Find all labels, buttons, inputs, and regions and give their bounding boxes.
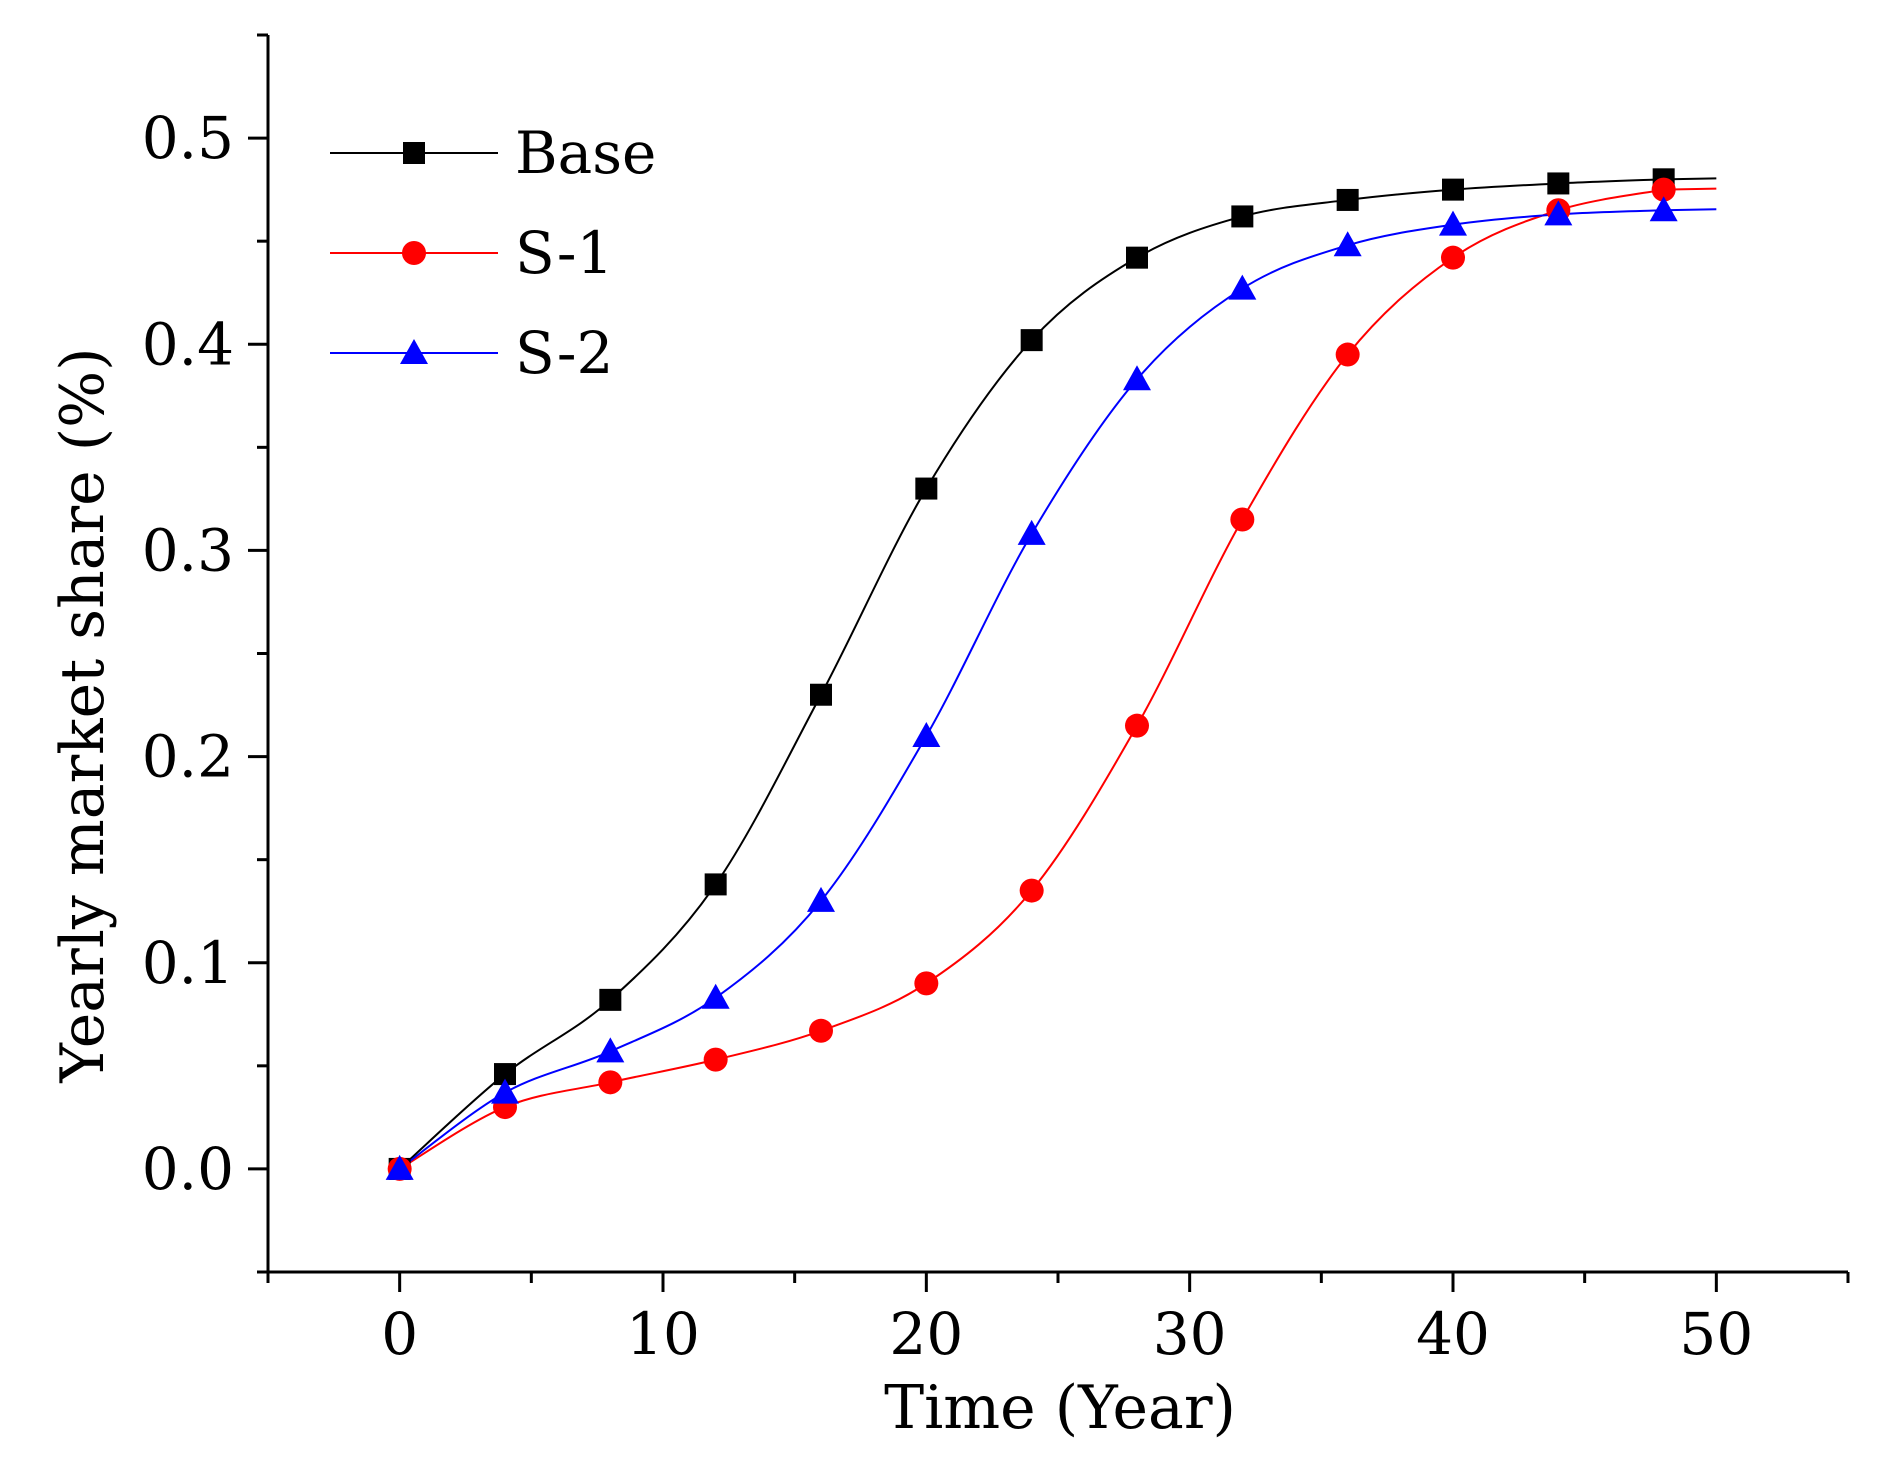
data-point-base bbox=[704, 873, 727, 896]
legend-label-s-2: S-2 bbox=[515, 319, 613, 387]
data-point-s-2 bbox=[701, 983, 730, 1009]
legend-marker bbox=[400, 339, 428, 364]
data-point-base bbox=[494, 1063, 516, 1086]
data-point-base bbox=[1442, 178, 1464, 201]
legend-marker bbox=[403, 142, 425, 164]
y-tick-label: 0.5 bbox=[142, 104, 234, 172]
data-point-s-2 bbox=[1439, 210, 1467, 236]
data-point-s-2 bbox=[385, 1154, 414, 1180]
series-markers bbox=[385, 168, 1678, 1181]
y-tick-label: 0.1 bbox=[142, 929, 234, 997]
data-point-s-2 bbox=[491, 1078, 519, 1104]
legend-label-base: Base bbox=[515, 119, 656, 187]
data-point-base bbox=[599, 988, 622, 1011]
data-point-s-2 bbox=[1333, 231, 1362, 257]
x-tick-label: 40 bbox=[1416, 1300, 1490, 1368]
data-point-s-1 bbox=[809, 1018, 833, 1043]
x-tick-label: 50 bbox=[1679, 1300, 1753, 1368]
x-tick-label: 20 bbox=[889, 1300, 963, 1368]
x-axis-title: Time (Year) bbox=[884, 1373, 1236, 1443]
data-point-s-1 bbox=[703, 1047, 728, 1072]
y-axis-title: Yearly market share (%) bbox=[48, 347, 118, 1083]
x-tick-label: 0 bbox=[381, 1300, 418, 1368]
data-point-s-1 bbox=[914, 971, 939, 996]
y-tick-label: 0.3 bbox=[142, 516, 234, 584]
data-point-s-2 bbox=[1123, 365, 1151, 391]
data-point-s-1 bbox=[1335, 342, 1360, 367]
legend-marker bbox=[402, 241, 426, 265]
data-point-s-2 bbox=[1228, 274, 1257, 300]
legend: Base S-1 S-2 bbox=[330, 119, 656, 387]
legend-label-s-1: S-1 bbox=[515, 219, 613, 287]
data-point-s-1 bbox=[1651, 177, 1676, 202]
data-point-base bbox=[1547, 172, 1570, 195]
data-point-s-1 bbox=[1230, 507, 1255, 532]
y-tick-label: 0.4 bbox=[142, 310, 234, 378]
data-point-s-2 bbox=[807, 886, 835, 912]
y-tick-label: 0.2 bbox=[142, 723, 234, 791]
data-point-s-2 bbox=[912, 721, 941, 747]
data-point-s-2 bbox=[596, 1037, 625, 1063]
data-point-base bbox=[1020, 329, 1043, 352]
data-point-s-2 bbox=[1649, 196, 1678, 222]
axes: 0 10 20 30 40 50 0.0 0.1 0.2 0.3 0.4 0.5 bbox=[142, 33, 1850, 1368]
data-point-s-2 bbox=[1017, 519, 1046, 545]
data-point-s-2 bbox=[1544, 200, 1573, 226]
data-point-base bbox=[1336, 188, 1359, 211]
data-point-base bbox=[1231, 205, 1254, 228]
data-point-s-1 bbox=[598, 1070, 623, 1095]
data-point-base bbox=[1126, 246, 1148, 269]
x-tick-label: 30 bbox=[1153, 1300, 1227, 1368]
data-point-s-1 bbox=[1125, 713, 1149, 738]
y-tick-label: 0.0 bbox=[142, 1135, 234, 1203]
data-point-base bbox=[915, 477, 938, 500]
data-point-s-1 bbox=[1441, 245, 1465, 270]
data-point-base bbox=[810, 683, 832, 706]
x-tick-label: 10 bbox=[626, 1300, 700, 1368]
data-point-s-1 bbox=[1019, 878, 1044, 903]
